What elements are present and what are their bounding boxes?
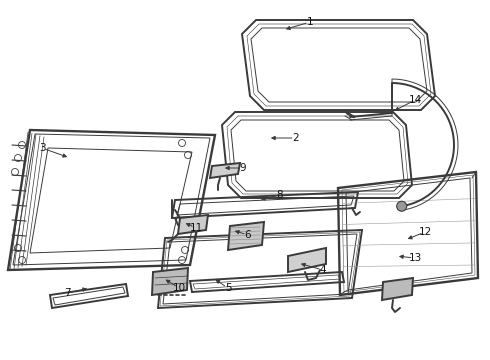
Text: 5: 5 — [225, 283, 231, 293]
Polygon shape — [382, 278, 413, 300]
Text: 1: 1 — [307, 17, 313, 27]
Text: 11: 11 — [189, 223, 203, 233]
Polygon shape — [288, 248, 326, 272]
Polygon shape — [228, 222, 264, 250]
Text: 2: 2 — [293, 133, 299, 143]
Circle shape — [397, 201, 407, 211]
Polygon shape — [152, 268, 188, 295]
Text: 12: 12 — [418, 227, 432, 237]
Text: 6: 6 — [245, 230, 251, 240]
Text: 3: 3 — [39, 143, 45, 153]
Text: 13: 13 — [408, 253, 421, 263]
Text: 10: 10 — [172, 283, 186, 293]
Polygon shape — [178, 215, 208, 234]
Text: 4: 4 — [319, 265, 326, 275]
Text: 14: 14 — [408, 95, 421, 105]
Text: 7: 7 — [64, 288, 70, 298]
Polygon shape — [210, 163, 240, 178]
Text: 9: 9 — [240, 163, 246, 173]
Text: 8: 8 — [277, 190, 283, 200]
